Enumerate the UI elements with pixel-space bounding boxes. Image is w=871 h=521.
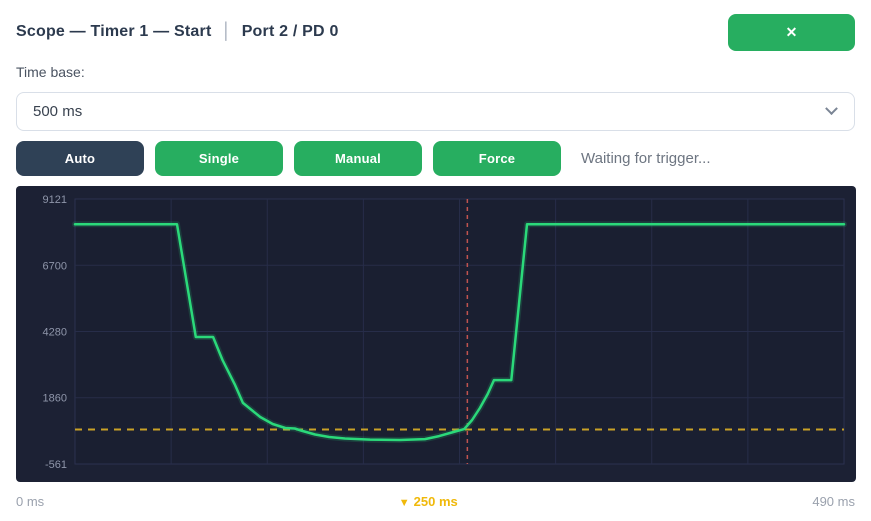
single-button[interactable]: Single xyxy=(155,141,283,176)
y-tick-label: 1860 xyxy=(43,393,67,405)
y-tick-label: 6700 xyxy=(43,260,67,272)
x-axis-end-label: 490 ms xyxy=(812,493,855,509)
y-tick-label: -561 xyxy=(45,459,67,471)
chevron-down-icon xyxy=(825,102,838,116)
timebase-select[interactable]: 500 ms xyxy=(16,92,855,131)
manual-button[interactable]: Manual xyxy=(294,141,422,176)
trigger-status: Waiting for trigger... xyxy=(581,150,711,167)
trigger-arrow-icon: ▼ xyxy=(398,496,410,509)
x-axis-start-label: 0 ms xyxy=(16,493,45,509)
title-separator: │ xyxy=(221,23,232,40)
title-channel: Port 2 / PD 0 xyxy=(241,23,339,40)
header: Scope — Timer 1 — Start │ Port 2 / PD 0 ✕ xyxy=(16,13,855,51)
close-button[interactable]: ✕ xyxy=(728,13,855,51)
trigger-time-label: 250 ms xyxy=(413,493,458,509)
signal-waveform xyxy=(73,222,846,442)
timebase-selected-value: 500 ms xyxy=(33,103,83,120)
x-axis-labels: 0 ms ▼ 250 ms 490 ms xyxy=(16,493,855,509)
trigger-controls: Auto Single Manual Force Waiting for tri… xyxy=(16,141,711,176)
title-main: Scope — Timer 1 — Start xyxy=(16,23,212,40)
trigger-time-marker: ▼ 250 ms xyxy=(399,494,458,509)
auto-button[interactable]: Auto xyxy=(16,141,144,176)
y-tick-label: 4280 xyxy=(43,327,67,339)
timebase-label: Time base: xyxy=(16,64,85,80)
force-button[interactable]: Force xyxy=(433,141,561,176)
scope-chart-panel: 9121 6700 4280 1860 -561 xyxy=(16,186,856,482)
page-title: Scope — Timer 1 — Start │ Port 2 / PD 0 xyxy=(16,23,339,41)
waveform-chart: 9121 6700 4280 1860 -561 xyxy=(43,194,847,471)
y-tick-label: 9121 xyxy=(43,194,67,206)
